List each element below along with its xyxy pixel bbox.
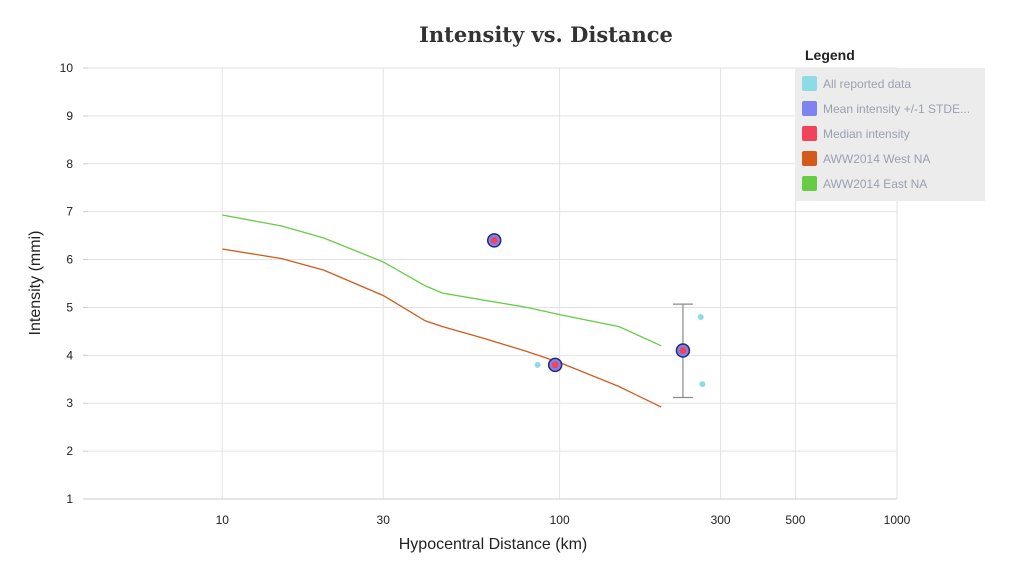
y-tick-label: 8 [66, 157, 73, 171]
y-tick-label: 1 [66, 492, 73, 506]
y-tick-label: 2 [66, 444, 73, 458]
x-tick-label: 30 [377, 513, 391, 527]
x-tick-label: 1000 [884, 513, 911, 527]
x-tick-label: 10 [216, 513, 230, 527]
legend-swatch[interactable] [802, 76, 817, 91]
y-tick-label: 3 [66, 396, 73, 410]
series-line-aww2014-east-na [222, 214, 662, 347]
x-axis-ticks: 10 30 100 300 500 1000 [216, 513, 911, 527]
data-point[interactable] [699, 381, 706, 388]
legend-item-label[interactable]: AWW2014 East NA [823, 177, 927, 191]
data-point[interactable] [534, 361, 541, 368]
legend-swatch[interactable] [802, 126, 817, 141]
legend-swatch[interactable] [802, 151, 817, 166]
x-tick-label: 100 [550, 513, 570, 527]
chart-title: Intensity vs. Distance [419, 22, 673, 47]
series [222, 214, 706, 408]
median-marker[interactable] [679, 347, 687, 355]
x-tick-label: 500 [785, 513, 805, 527]
legend-box [795, 68, 985, 201]
legend-item-label[interactable]: Median intensity [823, 127, 910, 141]
y-tick-label: 5 [66, 300, 73, 314]
y-tick-label: 10 [60, 61, 74, 75]
series-line-aww2014-west-na [222, 248, 662, 408]
grid [83, 67, 898, 500]
median-marker[interactable] [490, 236, 498, 244]
data-point[interactable] [697, 314, 704, 321]
y-axis-ticks: 1 2 3 4 5 6 7 8 9 10 [60, 61, 74, 506]
legend[interactable]: Legend All reported data Mean intensity +… [795, 47, 985, 201]
y-tick-label: 4 [66, 348, 73, 362]
x-axis-label: Hypocentral Distance (km) [399, 536, 588, 553]
legend-item-label[interactable]: AWW2014 West NA [823, 152, 930, 166]
legend-swatch[interactable] [802, 101, 817, 116]
x-tick-label: 300 [711, 513, 731, 527]
y-tick-label: 7 [66, 205, 73, 219]
y-axis-label: Intensity (mmi) [27, 231, 44, 336]
legend-swatch[interactable] [802, 176, 817, 191]
legend-title: Legend [805, 47, 855, 63]
legend-item-label[interactable]: All reported data [823, 77, 911, 91]
median-marker[interactable] [551, 361, 559, 369]
y-tick-label: 6 [66, 253, 73, 267]
y-tick-label: 9 [66, 109, 73, 123]
legend-item-label[interactable]: Mean intensity +/-1 STDE... [823, 102, 970, 116]
